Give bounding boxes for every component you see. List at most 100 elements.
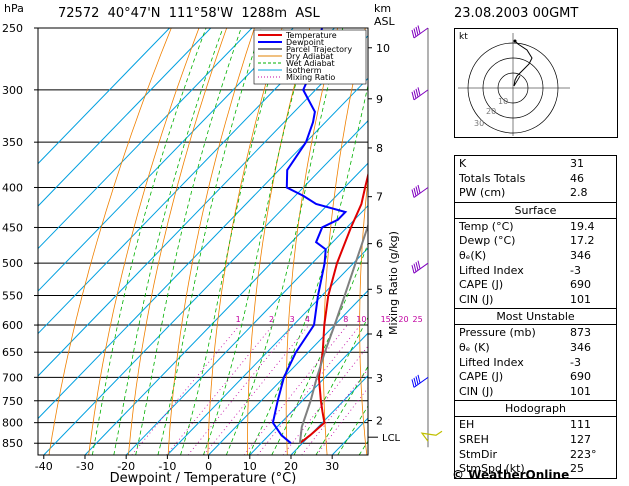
index-label: Lifted Index [459, 263, 524, 277]
wind-barb [413, 262, 429, 274]
mixing-ratio-label: 2 [269, 315, 274, 324]
wet-adiabat [203, 28, 312, 455]
index-label: SREH [459, 432, 489, 446]
km-label: km [374, 2, 392, 15]
mixing-ratio-line [131, 324, 241, 455]
mixing-ratio-label: 8 [343, 315, 348, 324]
hodograph-trace [513, 40, 533, 87]
x-axis-label: Dewpoint / Temperature (°C) [110, 471, 297, 486]
wind-barb-flag [413, 263, 417, 272]
index-row: EH 111 [455, 418, 616, 433]
index-label: CAPE (J) [459, 278, 504, 292]
wind-barb-flag [411, 189, 415, 198]
mixing-ratio-label: 3 [290, 315, 295, 324]
surface-wind-barb [420, 430, 443, 442]
index-label: Pressure (mb) [459, 326, 536, 340]
dry-adiabat [88, 28, 200, 455]
index-label: Dewp (°C) [459, 234, 516, 248]
wind-barb-flag [413, 187, 417, 197]
isotherm [38, 28, 170, 165]
index-row: Dewp (°C) 17.2 [455, 234, 616, 249]
index-value: 346 [570, 340, 591, 354]
wet-adiabat [225, 28, 344, 455]
isotherm [208, 289, 368, 455]
isotherm [167, 247, 368, 455]
pressure-tick-label: 700 [2, 371, 23, 384]
index-label: Temp (°C) [459, 219, 514, 233]
pressure-tick-label: 850 [2, 437, 23, 450]
index-value: 223° [570, 447, 597, 461]
mixing-ratio-label: 4 [305, 315, 310, 324]
temperature-tick-label: 10 [243, 460, 257, 473]
isotherm [84, 162, 368, 455]
temperature-tick-label: 30 [325, 460, 339, 473]
km-tick-label: 6 [376, 238, 383, 251]
dry-adiabat [285, 28, 338, 455]
series-parcel-trajectory [298, 222, 368, 444]
wet-adiabat [315, 365, 368, 455]
index-row: StmDir 223° [455, 448, 616, 463]
index-row: Lifted Index -3 [455, 264, 616, 279]
legend-label: Temperature [285, 31, 337, 40]
index-row-k: K 31 [455, 157, 616, 172]
credit: © WeatherOnline [452, 468, 570, 482]
index-value: 111 [570, 418, 591, 432]
lcl-label: LCL [382, 433, 401, 444]
station-asl: ASL [295, 6, 320, 21]
isotherm [125, 204, 368, 455]
wet-adiabat [92, 28, 207, 455]
mixing-ratio-label: 25 [413, 315, 423, 324]
hodograph-marker [513, 39, 517, 43]
pressure-tick-label: 450 [2, 221, 23, 234]
wet-adiabat [180, 28, 285, 455]
isotherm [38, 28, 335, 335]
index-row: CIN (J) 101 [455, 293, 616, 308]
indices-panel: K 31 Totals Totals 46 PW (cm) 2.8 Surface T… [454, 155, 617, 479]
top-indices: K 31 Totals Totals 46 PW (cm) 2.8 [455, 156, 616, 202]
index-label: CIN (J) [459, 292, 494, 306]
most-unstable-indices: Pressure (mb) 873 θₑ (K) 346 Lifted Index -… [455, 325, 616, 400]
index-value: 31 [570, 157, 584, 170]
index-label: Lifted Index [459, 355, 524, 369]
pressure-tick-label: 750 [2, 395, 23, 408]
wet-adiabat [293, 316, 368, 455]
temperature-tick-label: -20 [117, 460, 135, 473]
wind-barb-flag [415, 186, 419, 195]
index-value: 19.4 [570, 219, 595, 233]
wind-barb-flag [411, 29, 415, 39]
wind-barb [413, 89, 429, 101]
mixing-ratio-label: 15 [381, 315, 391, 324]
index-label: PW (cm) [459, 186, 506, 200]
dry-adiabat [359, 176, 368, 455]
isotherm [38, 35, 368, 377]
index-value: 690 [570, 370, 591, 384]
hodograph-ring-label: 20 [486, 107, 496, 116]
hodograph: kt 10 20 30 [454, 28, 618, 138]
isotherm [38, 77, 368, 420]
pressure-tick-label: 350 [2, 136, 23, 149]
temperature-tick-label: -10 [158, 460, 176, 473]
legend-label: Dry Adiabat [286, 52, 333, 61]
index-label: CIN (J) [459, 384, 494, 398]
index-row: CIN (J) 101 [455, 385, 616, 400]
index-row: Temp (°C) 19.4 [455, 220, 616, 235]
index-row: SREH 127 [455, 433, 616, 448]
index-label: K [459, 157, 467, 170]
station-id: 72572 [58, 6, 100, 21]
pressure-tick-label: 800 [2, 417, 23, 430]
isotherm [38, 28, 294, 292]
isotherm [38, 28, 212, 207]
km-tick-label: 3 [376, 372, 383, 385]
index-label: StmSpd (kt) [459, 462, 525, 476]
km-tick-label: 2 [376, 415, 383, 428]
wind-barb-flag [417, 25, 421, 34]
index-value: 101 [570, 384, 591, 398]
hodograph-ring-label: 10 [498, 97, 508, 106]
index-value: 873 [570, 326, 591, 340]
index-value: -3 [570, 355, 581, 369]
hpa-label: hPa [4, 2, 24, 15]
km-tick-label: 4 [376, 328, 383, 341]
series-temperature [299, 171, 368, 444]
index-value: 25 [570, 462, 584, 476]
